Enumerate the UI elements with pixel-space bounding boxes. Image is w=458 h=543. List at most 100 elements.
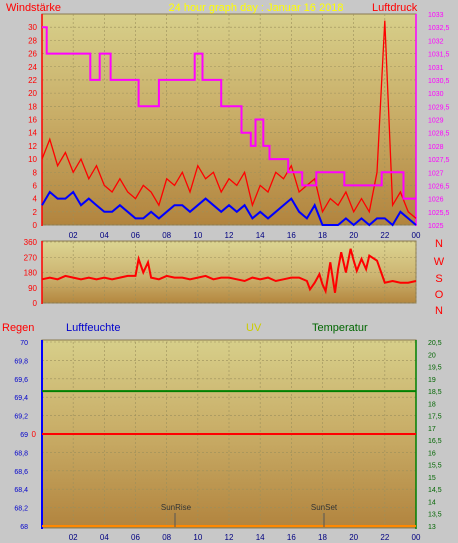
time-tick-label: 10 [193,231,202,240]
time-tick-label: 08 [162,231,171,240]
series-layer [41,20,417,527]
direction-tick-label: 90 [28,284,37,293]
time-tick-label: 12 [225,533,234,542]
compass-letter: O [435,289,444,301]
wind-axis-title: Windstärke [6,2,61,14]
pressure-tick-label: 1029,5 [428,104,450,111]
temperature-label: Temperatur [312,322,368,334]
time-tick-label: 02 [69,231,78,240]
time-tick-label: 14 [256,231,265,240]
time-tick-label: 18 [318,231,327,240]
chart-title: 24 hour graph day : Januar 16 2018 [169,2,344,14]
pressure-tick-label: 1028 [428,144,444,151]
direction-tick-label: 360 [24,238,38,247]
pressure-tick-label: 1032 [428,38,444,45]
time-tick-label: 22 [380,231,389,240]
pressure-tick-label: 1028,5 [428,131,450,138]
temperature-tick-label: 17 [428,426,436,433]
humidity-tick-label: 69,2 [14,414,28,421]
sunset-label: SunSet [311,503,338,512]
wind-tick-label: 14 [28,129,37,138]
temperature-tick-label: 15,5 [428,463,442,470]
tick-labels: 02468101214161820222426283010251025,5102… [14,12,449,542]
humidity-tick-label: 68,4 [14,487,28,494]
pressure-tick-label: 1025,5 [428,210,450,217]
temperature-tick-label: 20 [428,352,436,359]
pressure-tick-label: 1030 [428,91,444,98]
pressure-tick-label: 1025 [428,223,444,230]
temperature-tick-label: 16,5 [428,438,442,445]
temperature-tick-label: 14,5 [428,487,442,494]
pressure-tick-label: 1031 [428,65,444,72]
temperature-tick-label: 19,5 [428,365,442,372]
temperature-tick-label: 13 [428,524,436,531]
wind-tick-label: 10 [28,155,37,164]
pressure-tick-label: 1032,5 [428,25,450,32]
time-tick-label: 00 [412,231,421,240]
compass-letter: N [435,238,443,250]
pressure-tick-label: 1030,5 [428,78,450,85]
wind-tick-label: 22 [28,76,37,85]
pressure-tick-label: 1029 [428,118,444,125]
rain-label: Regen [2,322,34,334]
humidity-label: Luftfeuchte [66,322,120,334]
temperature-tick-label: 19 [428,377,436,384]
humidity-tick-label: 69,6 [14,377,28,384]
temperature-tick-label: 17,5 [428,414,442,421]
compass-letter: W [434,256,445,268]
wind-tick-label: 28 [28,36,37,45]
direction-series [41,248,417,295]
time-tick-label: 00 [412,533,421,542]
humidity-tick-label: 69,8 [14,358,28,365]
pressure-tick-label: 1026,5 [428,183,450,190]
humidity-tick-label: 69 [20,432,28,439]
direction-tick-label: 180 [24,269,38,278]
pressure-axis-title: Luftdruck [372,2,418,14]
sunrise-label: SunRise [161,503,192,512]
wind-tick-label: 8 [33,168,38,177]
humidity-tick-label: 68,6 [14,469,28,476]
compass-letter: S [435,273,442,285]
pressure-tick-label: 1027 [428,170,444,177]
time-tick-label: 12 [225,231,234,240]
time-tick-label: 06 [131,533,140,542]
direction-tick-label: 0 [33,299,38,308]
temperature-tick-label: 13,5 [428,512,442,519]
humidity-tick-label: 70 [20,340,28,347]
compass-letter: N [435,305,443,317]
time-tick-label: 02 [69,533,78,542]
humidity-tick-label: 68,2 [14,506,28,513]
pressure-tick-label: 1027,5 [428,157,450,164]
pressure-tick-label: 1026 [428,197,444,204]
wind-tick-label: 24 [28,63,37,72]
wind-tick-label: 0 [33,221,38,230]
time-tick-label: 06 [131,231,140,240]
humidity-tick-label: 69,4 [14,395,28,402]
temperature-tick-label: 16 [428,450,436,457]
wind-tick-label: 16 [28,116,37,125]
uv-label: UV [246,322,262,334]
time-tick-label: 16 [287,533,296,542]
time-tick-label: 18 [318,533,327,542]
wind-tick-label: 26 [28,50,37,59]
wind-tick-label: 6 [33,181,38,190]
time-tick-label: 10 [193,533,202,542]
time-tick-label: 20 [349,231,358,240]
gust-series [41,20,417,219]
temperature-tick-label: 20,5 [428,340,442,347]
wind-tick-label: 30 [28,23,37,32]
zero-marker: 0 [32,430,37,439]
humidity-tick-label: 68,8 [14,450,28,457]
wind-series [41,190,417,227]
time-tick-label: 14 [256,533,265,542]
temperature-tick-label: 14 [428,499,436,506]
wind-tick-label: 4 [33,195,38,204]
wind-tick-label: 20 [28,89,37,98]
direction-tick-label: 270 [24,253,38,262]
time-tick-label: 08 [162,533,171,542]
wind-tick-label: 12 [28,142,37,151]
temperature-tick-label: 18 [428,401,436,408]
time-tick-label: 20 [349,533,358,542]
temperature-tick-label: 18,5 [428,389,442,396]
